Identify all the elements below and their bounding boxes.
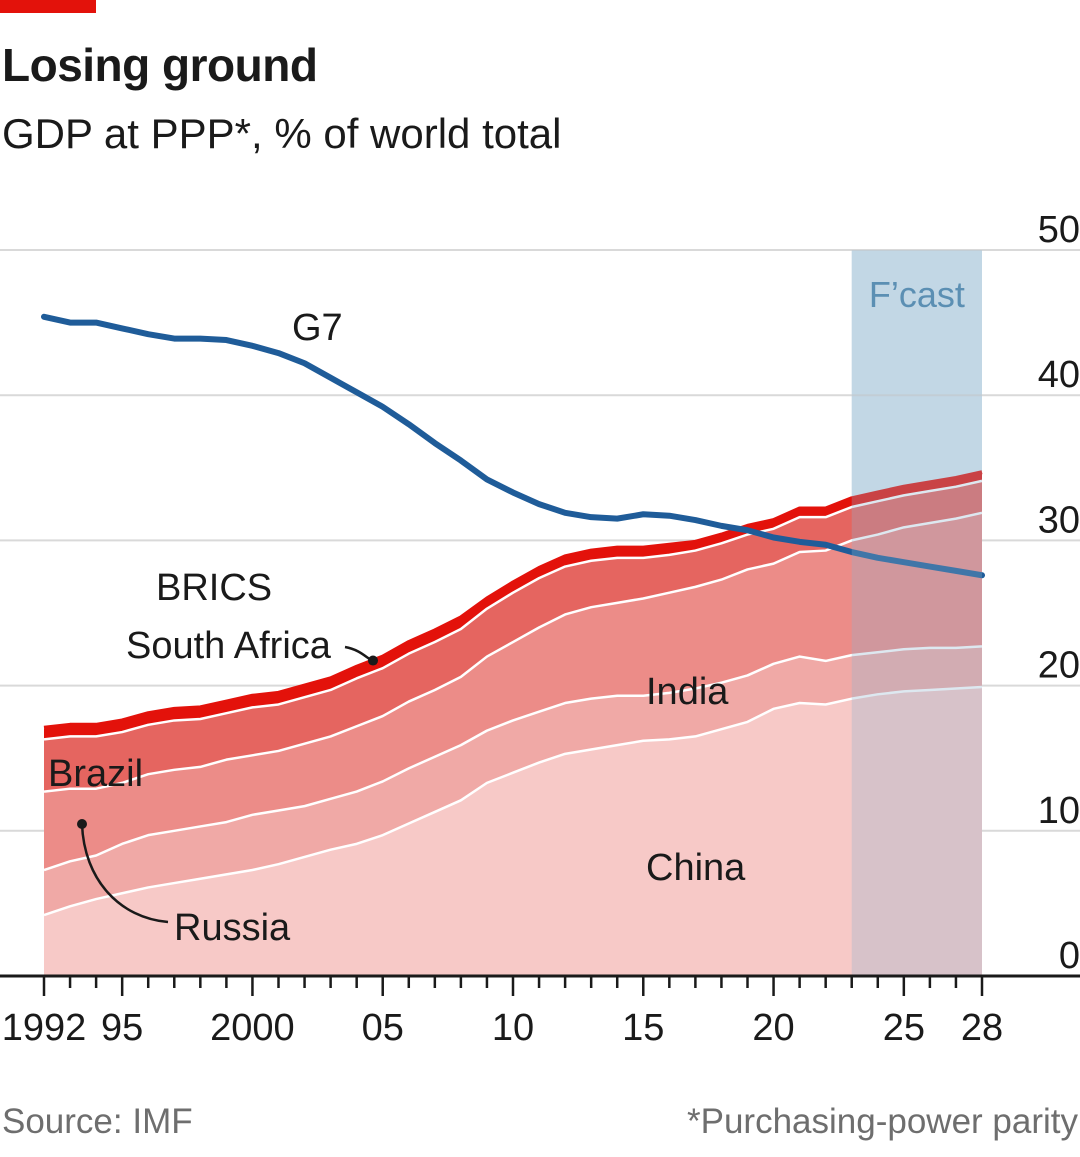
area-russia bbox=[44, 646, 982, 916]
separator-china bbox=[43, 685, 983, 917]
separator-india bbox=[43, 511, 983, 793]
india-label: India bbox=[646, 671, 729, 713]
series-lines-layer bbox=[41, 313, 985, 579]
x-tick-label-1995: 95 bbox=[101, 1007, 143, 1049]
russia-label: Russia bbox=[174, 907, 291, 949]
area-brazil bbox=[44, 480, 982, 792]
separator-russia bbox=[43, 645, 983, 872]
y-tick-label-10: 10 bbox=[1038, 790, 1080, 832]
stacked-areas-layer bbox=[43, 470, 983, 976]
chart-subtitle: GDP at PPP*, % of world total bbox=[2, 110, 562, 157]
china-label: China bbox=[646, 847, 746, 889]
y-tick-label-0: 0 bbox=[1059, 935, 1080, 977]
x-tick-label-1992: 1992 bbox=[2, 1007, 87, 1049]
forecast-overlay bbox=[851, 250, 982, 976]
brazil-label: Brazil bbox=[48, 753, 143, 795]
russia-leader bbox=[80, 823, 169, 924]
x-tick-label-2020: 20 bbox=[752, 1007, 794, 1049]
x-tick-label-2015: 15 bbox=[622, 1007, 664, 1049]
russia-leader-dot bbox=[77, 819, 87, 829]
brand-red-tag bbox=[0, 0, 96, 13]
brics-label: BRICS bbox=[156, 567, 272, 609]
south-africa-label: South Africa bbox=[126, 625, 332, 667]
brics-total-line bbox=[43, 470, 983, 730]
forecast-label: F’cast bbox=[869, 274, 965, 315]
chart-title: Losing ground bbox=[2, 39, 318, 91]
area-india bbox=[44, 512, 982, 871]
footnote: *Purchasing-power parity bbox=[686, 1102, 1078, 1141]
g7-line bbox=[41, 313, 985, 579]
x-tick-label-2005: 05 bbox=[362, 1007, 404, 1049]
y-tick-label-20: 20 bbox=[1038, 645, 1080, 687]
g7-label: G7 bbox=[292, 307, 343, 349]
x-tick-label-2025: 25 bbox=[883, 1007, 925, 1049]
annotations-layer: G7 BRICS South Africa Brazil Russia India Chin… bbox=[48, 307, 746, 949]
y-tick-label-40: 40 bbox=[1038, 354, 1080, 396]
stacked-area-chart: F’cast 0 10 20 30 40 50 1992 95 2000 05 10 15 20 25 28… bbox=[0, 209, 1080, 1049]
x-tick-label-2028: 28 bbox=[961, 1007, 1003, 1049]
x-tick-label-2000: 2000 bbox=[210, 1007, 295, 1049]
axes-layer: 0 10 20 30 40 50 1992 95 2000 05 10 15 20 25 28 bbox=[0, 209, 1080, 1049]
source-note: Source: IMF bbox=[2, 1102, 193, 1141]
forecast-overlay-layer: F’cast bbox=[851, 250, 982, 976]
y-tick-label-30: 30 bbox=[1038, 499, 1080, 541]
y-tick-label-50: 50 bbox=[1038, 209, 1080, 251]
area-china bbox=[44, 687, 982, 976]
x-tick-label-2010: 10 bbox=[492, 1007, 534, 1049]
south-africa-leader-dot bbox=[368, 655, 378, 666]
separator-brazil bbox=[43, 479, 983, 741]
